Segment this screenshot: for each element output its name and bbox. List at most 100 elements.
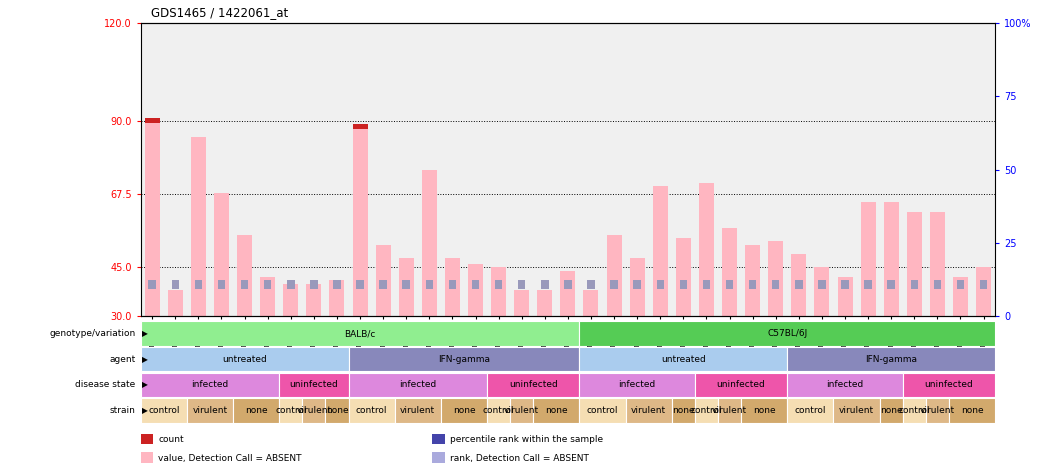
Text: uninfected: uninfected: [290, 380, 339, 389]
Bar: [329, 280, 345, 316]
Text: uninfected: uninfected: [508, 380, 557, 389]
Bar: [487, 372, 579, 397]
Text: none: none: [452, 406, 475, 415]
Bar: [168, 290, 182, 316]
Bar: [584, 290, 598, 316]
Bar: [491, 267, 506, 316]
Bar: [441, 398, 487, 423]
Bar: [306, 284, 321, 316]
Bar: [279, 398, 302, 423]
Bar: [949, 398, 995, 423]
Text: control: control: [148, 406, 179, 415]
Bar: [902, 372, 995, 397]
Bar: [287, 280, 295, 289]
Text: untreated: untreated: [661, 355, 705, 364]
Text: count: count: [158, 435, 184, 444]
Text: ▶: ▶: [142, 355, 148, 364]
Text: C57BL/6J: C57BL/6J: [767, 329, 808, 338]
Bar: [495, 280, 502, 289]
Bar: [187, 398, 233, 423]
Bar: [356, 280, 364, 289]
Bar: [841, 280, 849, 289]
Bar: [695, 398, 718, 423]
Bar: [884, 202, 898, 316]
Text: infected: infected: [826, 380, 864, 389]
Bar: [395, 398, 441, 423]
Bar: [241, 280, 248, 289]
Bar: [449, 280, 456, 289]
Bar: [702, 280, 711, 289]
Text: IFN-gamma: IFN-gamma: [865, 355, 917, 364]
Bar: [695, 372, 788, 397]
Bar: [425, 280, 433, 289]
Text: uninfected: uninfected: [924, 380, 973, 389]
Text: control: control: [691, 406, 722, 415]
Bar: [861, 202, 875, 316]
Text: virulent: virulent: [839, 406, 874, 415]
Text: control: control: [898, 406, 931, 415]
Bar: [238, 235, 252, 316]
Bar: [191, 137, 206, 316]
Bar: [902, 398, 926, 423]
Bar: [606, 235, 622, 316]
Text: disease state: disease state: [75, 380, 135, 389]
Bar: [487, 398, 511, 423]
Bar: [579, 321, 995, 346]
Bar: [264, 280, 271, 289]
Bar: [233, 398, 279, 423]
Bar: [538, 290, 552, 316]
Bar: [795, 280, 802, 289]
Bar: [911, 280, 918, 289]
Bar: [352, 124, 368, 129]
Text: none: none: [753, 406, 775, 415]
Bar: [788, 398, 834, 423]
Text: none: none: [545, 406, 568, 415]
Bar: [907, 212, 922, 316]
Bar: [588, 280, 595, 289]
Text: ▶: ▶: [142, 406, 148, 415]
Bar: [934, 280, 941, 289]
Bar: [722, 228, 737, 316]
Text: GDS1465 / 1422061_at: GDS1465 / 1422061_at: [151, 6, 289, 19]
Text: genotype/variation: genotype/variation: [49, 329, 135, 338]
Bar: [656, 280, 664, 289]
Text: strain: strain: [109, 406, 135, 415]
Bar: [865, 280, 872, 289]
Bar: [402, 280, 410, 289]
Bar: [815, 267, 829, 316]
Text: control: control: [587, 406, 618, 415]
Bar: [629, 258, 645, 316]
Bar: [838, 277, 852, 316]
Text: none: none: [961, 406, 984, 415]
Bar: [352, 127, 368, 316]
Bar: [141, 347, 348, 372]
Text: control: control: [356, 406, 388, 415]
Bar: [214, 193, 229, 316]
Bar: [791, 254, 807, 316]
Text: rank, Detection Call = ABSENT: rank, Detection Call = ABSENT: [450, 453, 589, 463]
Bar: [676, 238, 691, 316]
Bar: [518, 280, 525, 289]
Bar: [279, 372, 348, 397]
Text: infected: infected: [619, 380, 655, 389]
Bar: [879, 398, 902, 423]
Bar: [141, 372, 279, 397]
Text: ▶: ▶: [142, 380, 148, 389]
Bar: [472, 280, 479, 289]
Bar: [172, 280, 179, 289]
Bar: [679, 280, 687, 289]
Bar: [979, 280, 988, 289]
Bar: [929, 212, 945, 316]
Text: uninfected: uninfected: [717, 380, 766, 389]
Bar: [579, 398, 625, 423]
Bar: [511, 398, 534, 423]
Text: agent: agent: [109, 355, 135, 364]
Bar: [699, 183, 714, 316]
Text: none: none: [879, 406, 902, 415]
Text: none: none: [245, 406, 268, 415]
Text: virulent: virulent: [920, 406, 954, 415]
Bar: [768, 241, 784, 316]
Text: IFN-gamma: IFN-gamma: [438, 355, 490, 364]
Bar: [283, 284, 298, 316]
Bar: [561, 271, 575, 316]
